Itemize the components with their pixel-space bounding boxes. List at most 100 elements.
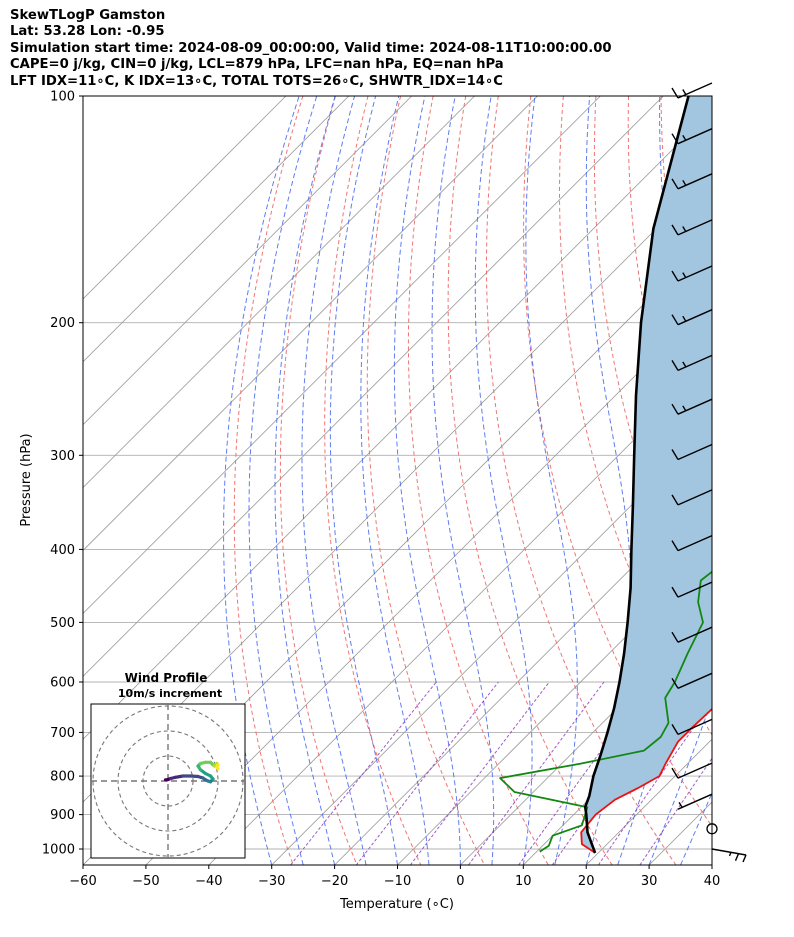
barb-half-feather [728, 852, 732, 857]
x-tick-label: 40 [704, 874, 721, 889]
wind-barb [671, 672, 713, 689]
barb-shaft [677, 265, 713, 282]
barb-feather [671, 87, 679, 99]
barb-shaft [711, 848, 747, 856]
dry-adiabat-line [593, 96, 712, 640]
barb-feather [671, 449, 679, 460]
barb-feather [671, 133, 679, 145]
barb-half-feather [682, 272, 687, 278]
moist-adiabat-line [711, 863, 712, 865]
y-tick-label: 600 [50, 676, 75, 691]
isotherm-line [775, 96, 794, 865]
header-station-title: SkewTLogP Gamston [10, 8, 166, 23]
wind-profile-inset: Wind Profile 10m/s increment [90, 671, 246, 859]
header-times: Simulation start time: 2024-08-09_00:00:… [10, 40, 612, 56]
isotherm-line [460, 612, 712, 865]
mixing-ratio-line [290, 681, 437, 865]
isotherm-line [711, 864, 712, 865]
x-tick-label: −30 [258, 874, 285, 889]
barb-feather [671, 494, 679, 506]
header-indices: LFT IDX=11∘C, K IDX=13∘C, TOTAL TOTS=26∘… [10, 73, 503, 89]
moist-adiabat-line [329, 96, 398, 865]
moist-adiabat-line [648, 698, 712, 865]
barb-feather [671, 270, 679, 282]
mixing-ratio-line [355, 681, 499, 865]
isotherm-line [271, 424, 712, 865]
y-axis-label: Pressure (hPa) [19, 433, 34, 526]
wind-barb [671, 626, 713, 643]
isotherm-line [397, 549, 712, 865]
dewpoint-profile-line [499, 570, 712, 853]
wind-barb [671, 489, 713, 506]
wind-barb [671, 443, 713, 461]
barb-shaft [677, 672, 713, 689]
hodograph-title: Wind Profile [125, 671, 208, 685]
dry-adiabat-line [407, 96, 549, 865]
dry-adiabat-line [627, 96, 712, 536]
chart-header: SkewTLogP Gamston Lat: 53.28 Lon: -0.95 … [10, 8, 612, 90]
barb-shaft [677, 581, 713, 598]
barb-feather [671, 724, 679, 735]
moist-adiabat-line [617, 96, 699, 865]
profile-lines-layer [499, 96, 712, 854]
x-tick-label: −10 [384, 874, 411, 889]
barb-shaft [677, 793, 713, 810]
wind-barb [671, 534, 713, 552]
dry-adiabat-line [324, 96, 422, 865]
wind-barb [671, 309, 713, 326]
dry-adiabat-line [759, 96, 794, 865]
isotherm-line [83, 96, 538, 552]
wind-barb [711, 848, 747, 863]
barb-feather [671, 178, 679, 190]
barb-feather [671, 677, 679, 689]
barb-shaft [677, 489, 713, 506]
isotherm-line [83, 96, 412, 426]
calm-wind-circle [706, 823, 718, 835]
x-tick-label: 10 [515, 874, 532, 889]
barb-half-feather [678, 802, 683, 808]
isotherm-line [334, 487, 712, 865]
y-tick-label: 200 [50, 316, 75, 331]
barb-shaft [677, 398, 713, 415]
moist-adiabat-line [248, 96, 318, 865]
wind-barb [671, 762, 713, 779]
y-tick-label: 300 [50, 449, 75, 464]
axis-ticks-layer: −60 −50 −40 −30 −20 −10 0 10 20 30 40 1000 900 800 700… [42, 90, 720, 890]
mixing-ratio-line [518, 681, 652, 865]
barb-feather [742, 854, 747, 863]
y-tick-label: 900 [50, 808, 75, 823]
barb-shaft [677, 309, 713, 326]
dry-adiabat-line [726, 96, 794, 865]
hodograph-subtitle: 10m/s increment [118, 687, 222, 700]
moist-adiabat-line [301, 96, 367, 865]
barb-feather [671, 767, 679, 779]
header-location: Lat: 53.28 Lon: -0.95 [10, 24, 165, 40]
barb-shaft [677, 626, 713, 643]
y-tick-label: 400 [50, 543, 75, 558]
mixing-ratio-line [409, 681, 550, 865]
barb-half-feather [682, 315, 687, 322]
moist-adiabat-line [680, 791, 712, 865]
wind-barb [677, 793, 713, 810]
y-tick-label: 1000 [42, 843, 75, 858]
barb-shaft [677, 534, 713, 552]
isotherm-line [83, 96, 475, 489]
header-stability: CAPE=0 j/kg, CIN=0 j/kg, LCL=879 hPa, LF… [10, 57, 504, 73]
barb-shaft [677, 82, 713, 99]
barb-feather [671, 586, 679, 598]
isotherm-line [83, 96, 664, 677]
mixing-ratio-line [468, 681, 605, 865]
wind-barb [671, 265, 713, 282]
wind-barb [671, 398, 713, 415]
barb-half-feather [682, 89, 687, 95]
wind-barb [671, 82, 713, 99]
moist-adiabat-line [525, 96, 578, 865]
hodograph-plot [91, 704, 245, 858]
barb-half-feather [682, 405, 687, 412]
barb-shaft [677, 718, 713, 736]
x-tick-label: 30 [641, 874, 658, 889]
barb-feather [734, 853, 740, 861]
dry-adiabat-line [559, 96, 712, 736]
y-tick-label: 500 [50, 616, 75, 631]
